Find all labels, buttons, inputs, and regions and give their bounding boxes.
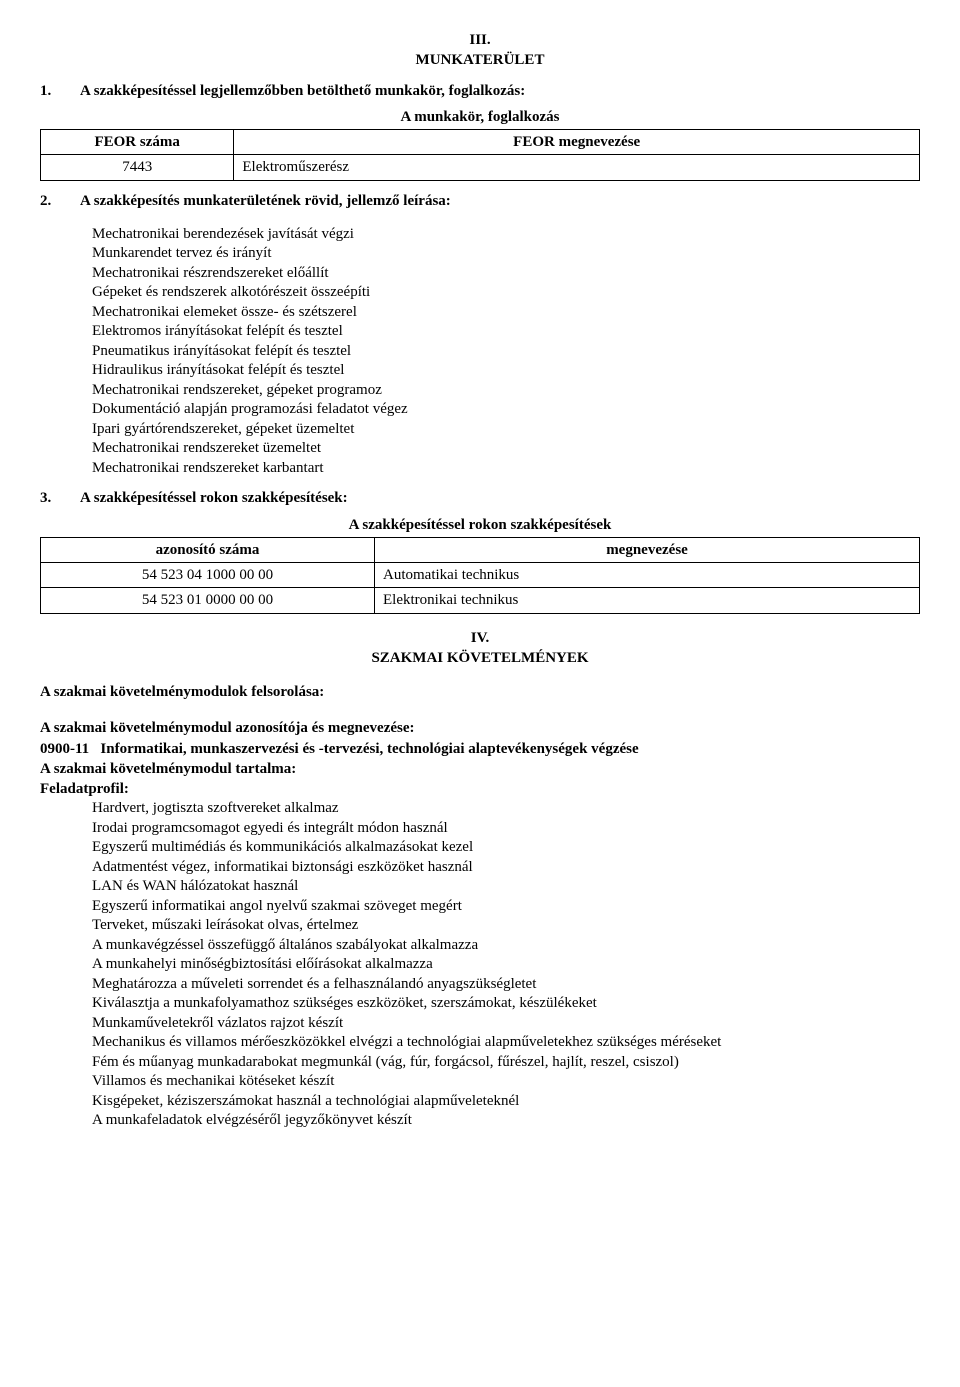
feor-row: 7443 Elektroműszerész (41, 155, 920, 180)
list-item: Meghatározza a műveleti sorrendet és a f… (92, 975, 920, 995)
list-item: Egyszerű informatikai angol nyelvű szakm… (92, 897, 920, 917)
table-row: 54 523 01 0000 00 00Elektronikai technik… (41, 588, 920, 613)
s3-item1-num: 1. (40, 81, 58, 101)
list-item: Adatmentést végez, informatikai biztonsá… (92, 858, 920, 878)
table-row: 54 523 04 1000 00 00Automatikai techniku… (41, 563, 920, 588)
s3-item1-line: 1. A szakképesítéssel legjellemzőbben be… (40, 81, 920, 101)
section-4-title: SZAKMAI KÖVETELMÉNYEK (371, 650, 588, 666)
list-item: Mechatronikai rendszereket üzemeltet (92, 439, 920, 459)
rokon-cell-name: Elektronikai technikus (375, 588, 920, 613)
list-item: Mechatronikai rendszereket karbantart (92, 459, 920, 479)
list-item: Gépeket és rendszerek alkotórészeit össz… (92, 283, 920, 303)
list-item: Fém és műanyag munkadarabokat megmunkál … (92, 1053, 920, 1073)
list-item: Hardvert, jogtiszta szoftvereket alkalma… (92, 799, 920, 819)
list-item: LAN és WAN hálózatokat használ (92, 877, 920, 897)
rokon-col1-header: azonosító száma (41, 537, 375, 562)
list-item: Egyszerű multimédiás és kommunikációs al… (92, 838, 920, 858)
s3-item3-title: A szakképesítéssel rokon szakképesítések… (80, 488, 348, 508)
section-3-title: MUNKATERÜLET (40, 50, 920, 70)
s4-heading2: A szakmai követelménymodul azonosítója é… (40, 718, 920, 738)
rokon-table: A szakképesítéssel rokon szakképesítések… (40, 513, 920, 614)
s4-heading4: Feladatprofil: (40, 779, 920, 799)
list-item: Ipari gyártórendszereket, gépeket üzemel… (92, 420, 920, 440)
list-item: Kiválasztja a munkafolyamathoz szükséges… (92, 994, 920, 1014)
feor-cell-szam: 7443 (41, 155, 234, 180)
feor-table: A munkakör, foglalkozás FEOR száma FEOR … (40, 105, 920, 181)
feor-cell-megnev: Elektroműszerész (234, 155, 920, 180)
s4-module: 0900-11 Informatikai, munkaszervezési és… (40, 739, 920, 759)
list-item: A munkavégzéssel összefüggő általános sz… (92, 936, 920, 956)
s3-item3-num: 3. (40, 488, 58, 508)
s3-item2-line: 2. A szakképesítés munkaterületének rövi… (40, 191, 920, 211)
list-item: Dokumentáció alapján programozási felada… (92, 400, 920, 420)
list-item: Terveket, műszaki leírásokat olvas, érte… (92, 916, 920, 936)
rokon-table-header: A szakképesítéssel rokon szakképesítések (41, 513, 920, 538)
list-item: Mechatronikai berendezések javítását vég… (92, 225, 920, 245)
list-item: A munkahelyi minőségbiztosítási előíráso… (92, 955, 920, 975)
s4-list: Hardvert, jogtiszta szoftvereket alkalma… (40, 799, 920, 1131)
s4-heading1: A szakmai követelménymodulok felsorolása… (40, 682, 920, 702)
list-item: Mechatronikai rendszereket, gépeket prog… (92, 381, 920, 401)
list-item: Kisgépeket, kéziszerszámokat használ a t… (92, 1092, 920, 1112)
s3-item1-title: A szakképesítéssel legjellemzőbben betöl… (80, 81, 525, 101)
s4-heading3: A szakmai követelménymodul tartalma: (40, 759, 920, 779)
rokon-cell-id: 54 523 04 1000 00 00 (41, 563, 375, 588)
list-item: Elektromos irányításokat felépít és tesz… (92, 322, 920, 342)
list-item: Mechatronikai elemeket össze- és szétsze… (92, 303, 920, 323)
list-item: Irodai programcsomagot egyedi és integrá… (92, 819, 920, 839)
rokon-col2-header: megnevezése (375, 537, 920, 562)
list-item: Pneumatikus irányításokat felépít és tes… (92, 342, 920, 362)
list-item: Munkarendet tervez és irányít (92, 244, 920, 264)
s3-item3-line: 3. A szakképesítéssel rokon szakképesíté… (40, 488, 920, 508)
list-item: Munkaműveletekről vázlatos rajzot készít (92, 1014, 920, 1034)
rokon-cell-id: 54 523 01 0000 00 00 (41, 588, 375, 613)
feor-col2-header: FEOR megnevezése (234, 130, 920, 155)
s3-item2-list: Mechatronikai berendezések javítását vég… (40, 225, 920, 479)
section-3-roman: III. (40, 30, 920, 50)
list-item: Mechanikus és villamos mérőeszközökkel e… (92, 1033, 920, 1053)
list-item: Villamos és mechanikai kötéseket készít (92, 1072, 920, 1092)
s3-item2-num: 2. (40, 191, 58, 211)
s3-item2-title: A szakképesítés munkaterületének rövid, … (80, 191, 451, 211)
feor-col1-header: FEOR száma (41, 130, 234, 155)
section-4-roman: IV. (471, 630, 490, 646)
list-item: A munkafeladatok elvégzéséről jegyzőköny… (92, 1111, 920, 1131)
list-item: Hidraulikus irányításokat felépít és tes… (92, 361, 920, 381)
rokon-cell-name: Automatikai technikus (375, 563, 920, 588)
list-item: Mechatronikai részrendszereket előállít (92, 264, 920, 284)
section-4-header-block: IV. SZAKMAI KÖVETELMÉNYEK (40, 628, 920, 669)
feor-table-header: A munkakör, foglalkozás (41, 105, 920, 130)
